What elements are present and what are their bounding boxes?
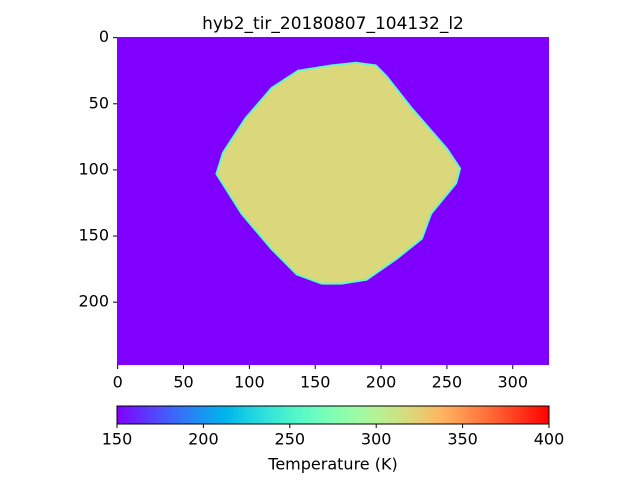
- colorbar: [116, 405, 550, 425]
- x-tick-label: 0: [113, 373, 123, 392]
- y-tick-label: 0: [99, 27, 109, 46]
- x-tick-label: 100: [234, 373, 265, 392]
- y-tick-label: 150: [78, 226, 109, 245]
- chart-title: hyb2_tir_20180807_104132_l2: [202, 14, 464, 34]
- x-tick-label: 150: [300, 373, 331, 392]
- y-tick-label: 50: [89, 93, 109, 112]
- x-tick-label: 50: [173, 373, 193, 392]
- colorbar-tick-label: 150: [102, 430, 133, 449]
- colorbar-tick-label: 350: [447, 430, 478, 449]
- x-tick-label: 250: [432, 373, 463, 392]
- x-tick-label: 300: [498, 373, 529, 392]
- colorbar-tick-label: 200: [188, 430, 219, 449]
- colorbar-tick-label: 250: [275, 430, 306, 449]
- colorbar-tick-label: 400: [534, 430, 565, 449]
- y-tick-label: 200: [78, 292, 109, 311]
- image-region: [215, 61, 462, 285]
- x-tick-label: 200: [366, 373, 397, 392]
- y-tick-label: 100: [78, 159, 109, 178]
- colorbar-label: Temperature (K): [267, 455, 397, 474]
- colorbar-tick-label: 300: [361, 430, 392, 449]
